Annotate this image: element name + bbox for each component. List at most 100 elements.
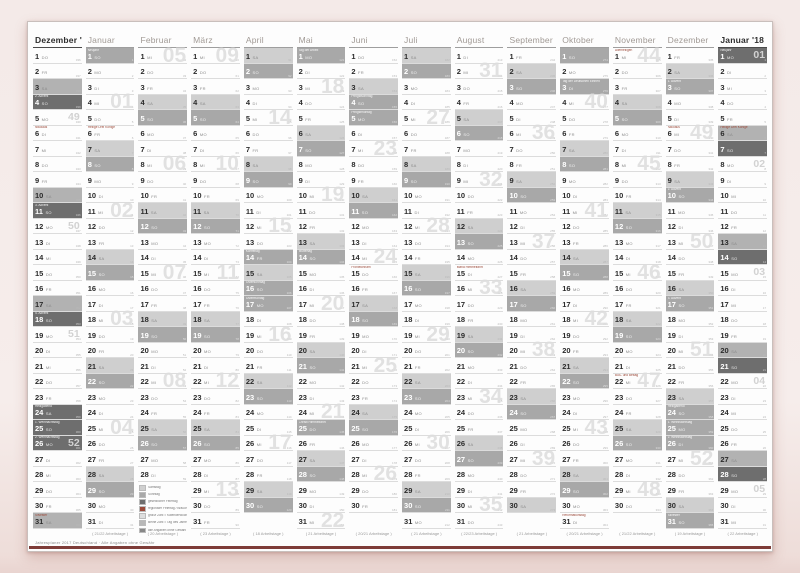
holiday-label: Neujahr <box>720 48 732 52</box>
day-okt-23: 23 MO 296 <box>560 389 609 405</box>
day-of-year: 1 <box>131 58 134 62</box>
day-number: 12 <box>404 222 413 231</box>
weekday-abbr: DI <box>45 457 51 463</box>
day-apr-17: Ostermontag 17 MO 107 <box>243 296 293 312</box>
day-of-year: 344 <box>708 197 714 202</box>
day-of-year: 232 <box>497 352 503 357</box>
weekday-abbr: FR <box>41 70 48 75</box>
day-number: 18 <box>35 315 44 324</box>
day-number: 1 <box>614 51 620 61</box>
day-of-year: 340 <box>708 135 714 140</box>
day-number: 16 <box>298 284 307 293</box>
day-feb-11: 11 SA 42 <box>138 203 188 219</box>
day-number: 24 <box>456 408 466 417</box>
day-dez-25: 1. Weihnachtstag 25 MO 359 <box>665 420 715 436</box>
day-of-year: 324 <box>655 352 661 357</box>
day-number: 22 <box>140 377 149 386</box>
day-of-year: 173 <box>392 383 398 388</box>
weekday-abbr: MO <box>98 504 106 509</box>
weekday-abbr: SO <box>41 101 49 106</box>
day-number: 26 <box>667 439 676 448</box>
day-number: 17 <box>35 299 44 309</box>
day-okt-2: 2 MO 275 <box>560 64 609 79</box>
day-number: 5 <box>35 113 40 123</box>
day-nov-10: 10 FR 314 <box>612 188 662 203</box>
day-number: 28 <box>720 470 729 479</box>
holiday-label: 4. Advent <box>35 312 49 315</box>
day-dez16-2: 2 FR 337 <box>33 64 82 79</box>
weekday-abbr: MO <box>204 457 212 463</box>
day-of-year: 200 <box>444 337 450 341</box>
day-of-year: 86 <box>235 461 239 465</box>
day-number: 19 <box>404 330 413 340</box>
day-of-year: 159 <box>392 166 398 171</box>
month-header-dez: Dezember <box>665 34 715 48</box>
weekday-abbr: FR <box>362 504 369 509</box>
weekday-abbr: DO <box>98 442 106 447</box>
day-number: 21 <box>562 361 571 371</box>
day-number: 26 <box>509 439 518 448</box>
day-of-year: 166 <box>392 275 398 279</box>
workdays-count-jan18: ( 22 Arbeitstage ) <box>727 531 758 536</box>
day-of-year: 54 <box>182 399 187 403</box>
day-number: 27 <box>404 454 413 464</box>
day-number: 19 <box>509 330 518 340</box>
credit-line: Jahresplaner 2017 Deutschland · Alle Ang… <box>35 540 155 545</box>
day-mai-6: 6 SA 126 <box>296 125 346 141</box>
day-of-year: 187 <box>444 135 450 140</box>
day-number: 11 <box>351 206 360 216</box>
day-dez16-8: 8 DO 343 <box>33 157 82 172</box>
holiday-label: 1. Weihnachtstag <box>35 420 60 424</box>
day-jul-18: 18 DI 199 <box>402 312 451 327</box>
day-jan-12: 12 DO 12 <box>85 219 135 234</box>
weekday-abbr: FR <box>204 194 210 199</box>
weekday-abbr: FR <box>151 411 158 416</box>
day-number: 7 <box>245 144 251 154</box>
day-dez-31: Silvester 31 SO 365 <box>665 513 715 529</box>
day-number: 12 <box>35 222 44 231</box>
day-number: 7 <box>87 144 92 154</box>
day-of-year: 112 <box>286 383 292 388</box>
day-mar-30: 30 DO 89 <box>191 498 240 513</box>
weekday-abbr: DI <box>727 178 732 184</box>
weekday-abbr: DI <box>357 132 363 137</box>
day-number: 21 <box>456 361 466 371</box>
day-jan-4: 4 MI 4 <box>85 95 135 110</box>
day-dez-3: 1. Advent 3 SO 337 <box>665 79 715 95</box>
day-number: 7 <box>456 144 461 154</box>
day-jan18-17: 17 MI 17 <box>718 296 768 312</box>
day-number: 2 <box>35 67 40 76</box>
day-mai-24: 24 MI 144 <box>296 405 346 420</box>
day-number: 14 <box>351 253 360 262</box>
day-of-year: 19 <box>762 337 767 341</box>
day-of-year: 298 <box>602 430 608 434</box>
day-okt-29: 29 SO 302 <box>560 482 609 498</box>
day-of-year: 288 <box>602 275 608 279</box>
day-dez-27: 27 MI 361 <box>665 451 715 467</box>
weekday-abbr: SO <box>731 473 738 478</box>
day-of-year: 216 <box>497 104 503 109</box>
weekday-abbr: SO <box>361 209 369 215</box>
day-number: 22 <box>562 377 571 386</box>
weekday-abbr: SA <box>573 256 579 261</box>
weekday-abbr: MO <box>151 349 159 354</box>
weekday-abbr: MI <box>309 411 315 416</box>
weekday-abbr: FR <box>252 147 259 153</box>
day-of-year: 76 <box>235 306 239 310</box>
day-of-year: 273 <box>550 507 556 512</box>
day-of-year: 93 <box>288 89 292 93</box>
weekday-abbr: SA <box>678 504 685 509</box>
day-sep-26: 26 DI 269 <box>507 436 557 451</box>
day-mai-7: 7 SO 127 <box>296 141 346 157</box>
empty-cell <box>507 513 556 529</box>
day-number: 18 <box>298 315 307 324</box>
day-mar-13: 13 MO 72 <box>191 234 240 250</box>
empty-cell <box>244 513 293 529</box>
day-of-year: 21 <box>762 368 767 372</box>
day-of-year: 154 <box>392 89 398 93</box>
day-mai-15: 15 MO 135 <box>296 265 346 281</box>
weekday-abbr: FR <box>204 411 210 416</box>
day-of-year: 26 <box>130 445 134 450</box>
day-number: 3 <box>193 82 198 92</box>
weekday-abbr: MI <box>357 147 364 153</box>
